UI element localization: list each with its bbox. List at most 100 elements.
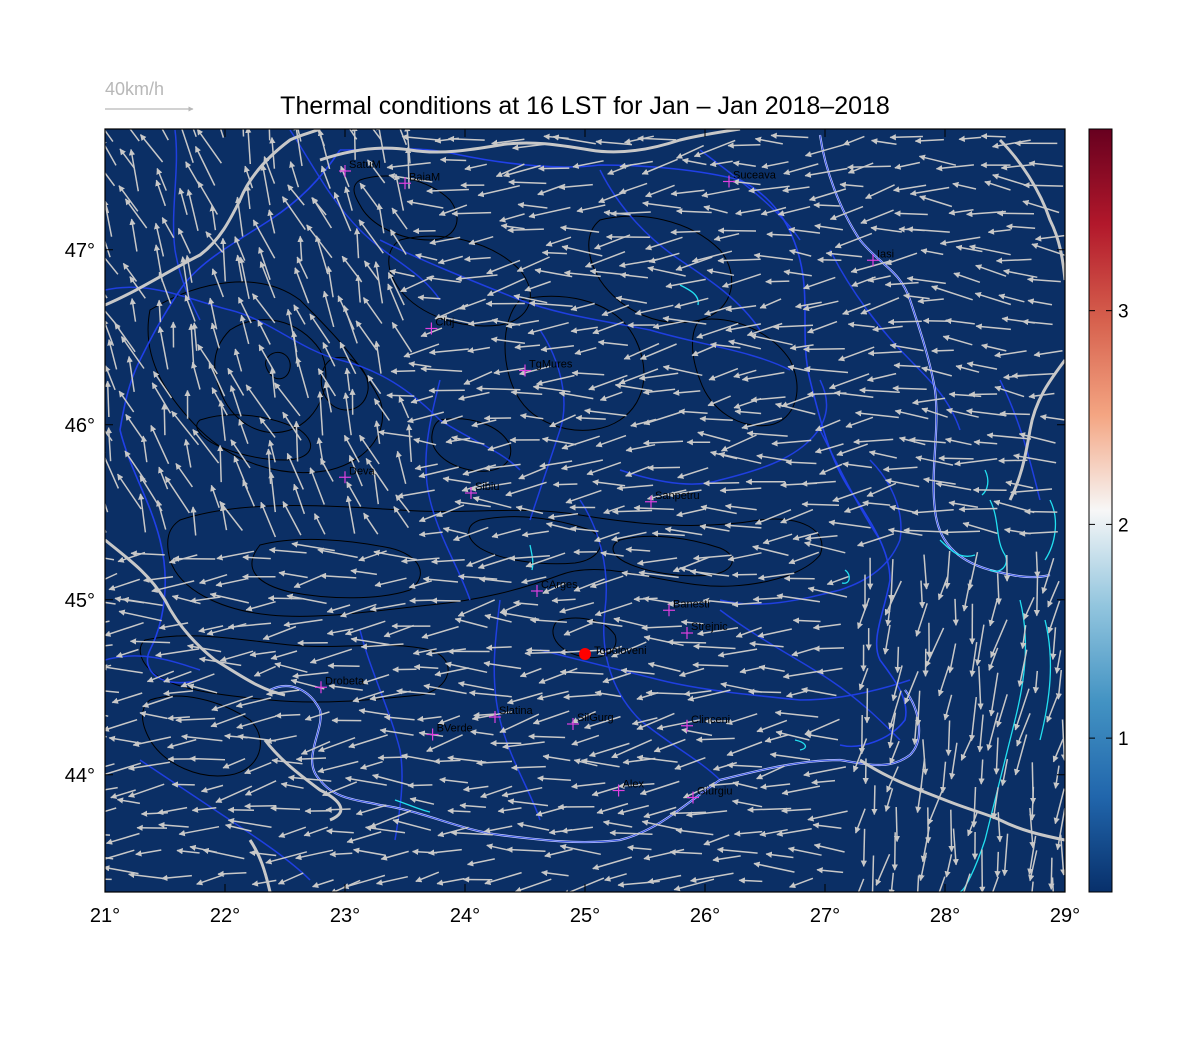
wind-arrow	[296, 256, 309, 280]
wind-arrow	[804, 534, 838, 542]
wind-arrow	[731, 571, 757, 578]
wind-arrow	[175, 462, 194, 488]
wind-arrow	[674, 756, 706, 770]
wind-arrow	[442, 526, 467, 535]
station: BaiaM	[399, 171, 440, 190]
wind-arrow	[915, 784, 923, 814]
station: Alex	[612, 779, 644, 797]
wind-arrow	[693, 643, 736, 650]
wind-arrow	[122, 596, 163, 607]
wind-arrow	[224, 823, 252, 832]
wind-arrow	[887, 712, 897, 749]
wind-arrow	[444, 661, 488, 674]
wind-arrow	[260, 164, 271, 206]
wind-arrow	[944, 854, 953, 878]
wind-arrow	[561, 244, 603, 257]
wind-arrow	[775, 730, 810, 741]
wind-arrow	[1013, 453, 1057, 464]
wind-arrow	[342, 874, 386, 890]
wind-arrow	[383, 714, 415, 721]
wind-arrow	[205, 231, 224, 253]
wind-arrow	[426, 734, 463, 752]
wind-arrow	[110, 789, 136, 799]
wind-arrow	[859, 387, 900, 394]
wind-arrow	[210, 712, 246, 728]
wind-arrow	[289, 161, 300, 188]
wind-arrow	[1005, 480, 1034, 489]
wind-arrow	[828, 373, 870, 390]
wind-arrow	[675, 256, 713, 271]
wind-arrow	[588, 742, 630, 758]
wind-arrow	[641, 624, 682, 631]
station-label: Drobeta	[325, 675, 365, 687]
wind-arrow	[935, 481, 972, 491]
wind-arrow	[816, 867, 844, 874]
wind-arrow	[619, 272, 648, 279]
wind-arrow	[198, 625, 224, 634]
wind-arrow	[752, 544, 789, 557]
wind-arrow	[741, 417, 783, 430]
wind-arrow	[857, 878, 865, 892]
wind-arrow	[142, 695, 174, 708]
wind-arrow	[480, 785, 513, 799]
lon-tick-label: 21°	[90, 905, 120, 927]
station-label: Cluj	[435, 317, 454, 329]
wind-arrow	[893, 806, 901, 843]
wind-arrow	[990, 619, 1008, 658]
wind-arrow	[760, 783, 791, 790]
wind-arrow	[558, 183, 593, 191]
wind-arrow	[570, 326, 598, 334]
wind-arrow	[781, 785, 821, 796]
wind-arrow	[953, 272, 981, 284]
wind-arrow	[561, 435, 600, 450]
wind-arrow	[639, 343, 677, 360]
wind-arrow	[651, 530, 685, 537]
wind-arrow	[505, 319, 540, 329]
wind-arrow	[542, 753, 571, 762]
wind-arrow	[420, 365, 463, 373]
wind-arrow	[171, 410, 200, 446]
wind-arrow	[105, 165, 116, 187]
wind-arrow	[931, 347, 954, 354]
wind-arrow	[471, 419, 497, 428]
wind-arrow	[468, 690, 512, 698]
wind-arrow	[189, 755, 226, 762]
wind-arrow	[828, 519, 871, 529]
wind-arrow	[249, 650, 276, 658]
wind-arrow	[166, 738, 197, 750]
wind-arrow	[458, 298, 486, 310]
wind-arrow	[399, 129, 407, 146]
wind-arrow	[348, 734, 388, 749]
wind-arrow	[436, 504, 465, 517]
wind-arrow	[794, 301, 822, 309]
wind-arrow	[268, 439, 276, 463]
wind-arrow	[475, 759, 513, 767]
colorbar-tick-label: 2	[1118, 515, 1129, 536]
wind-arrow	[186, 643, 222, 653]
wind-arrow	[894, 210, 928, 217]
wind-arrow	[943, 694, 953, 721]
wind-arrow	[442, 476, 471, 484]
wind-arrow	[286, 452, 304, 490]
wind-arrow	[178, 187, 188, 215]
wind-arrow	[636, 712, 675, 730]
wind-arrow	[115, 648, 139, 658]
wind-arrow	[297, 129, 302, 142]
wind-arrow	[209, 204, 217, 231]
wind-arrow	[270, 650, 298, 661]
wind-arrow	[535, 374, 575, 386]
wind-arrow	[618, 782, 655, 790]
wind-arrow	[235, 254, 244, 282]
wind-arrow	[407, 782, 433, 789]
wind-arrow	[689, 568, 730, 577]
wind-arrow	[544, 848, 573, 858]
wind-arrow	[1028, 850, 1038, 882]
wind-arrow	[538, 667, 578, 684]
wind-arrow	[423, 683, 467, 695]
wind-arrow	[135, 849, 162, 857]
wind-arrow	[192, 429, 220, 464]
wind-arrow	[440, 415, 463, 425]
wind-arrow	[967, 551, 979, 591]
wind-arrow	[105, 488, 109, 513]
wind-arrow	[1022, 199, 1060, 214]
